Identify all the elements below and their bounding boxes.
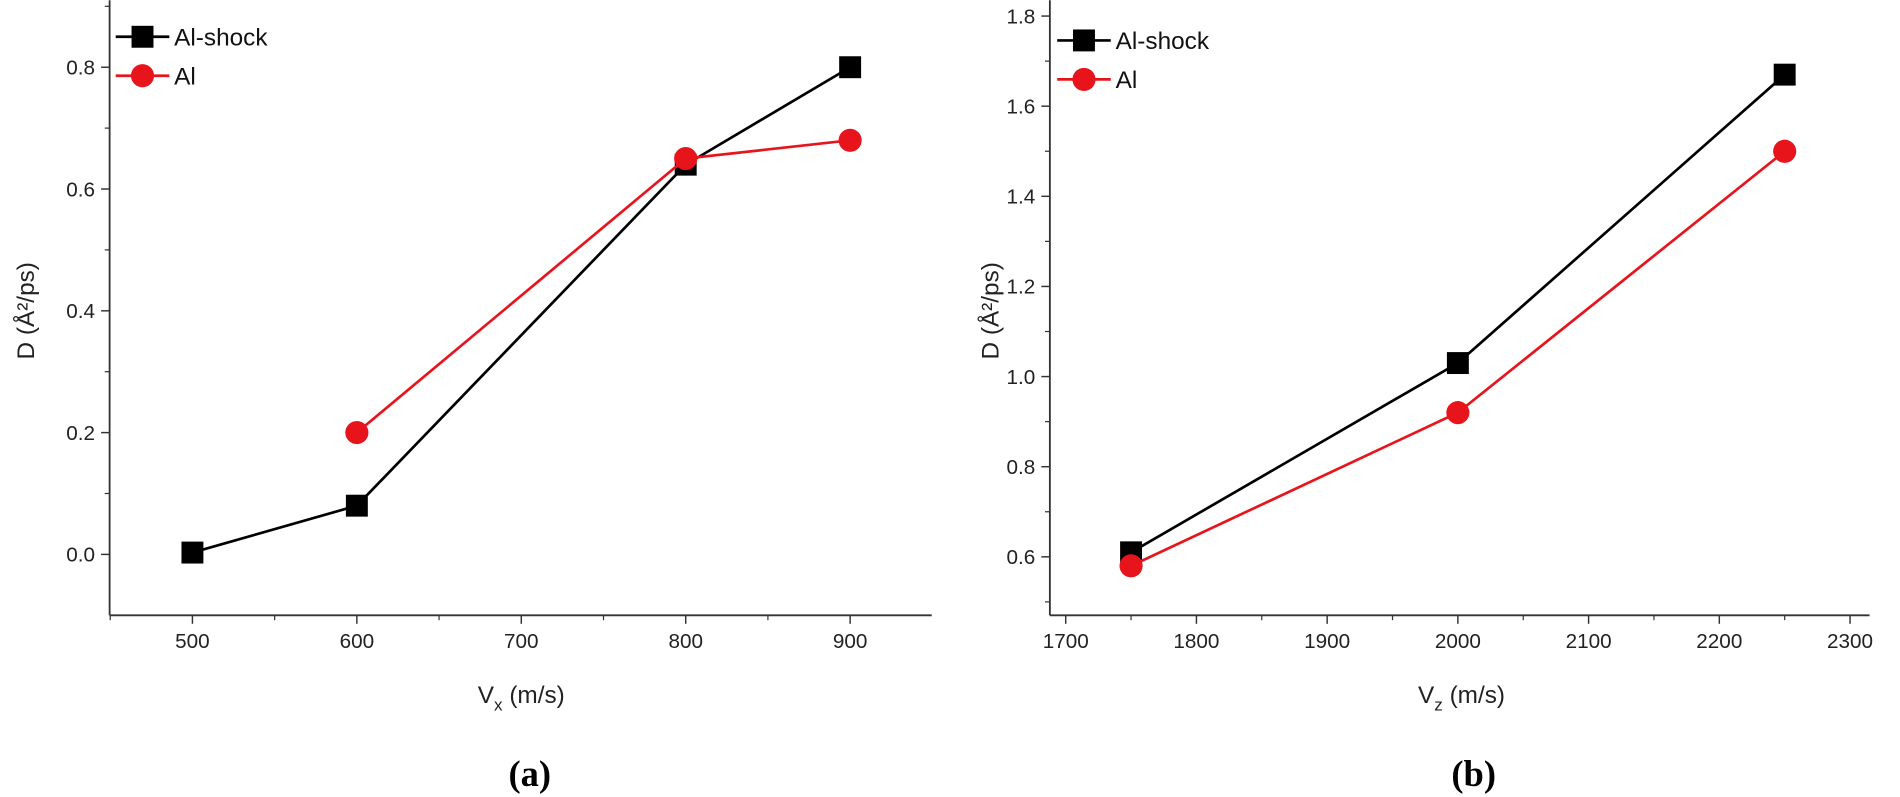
legend-marker-square bbox=[131, 25, 154, 48]
legend-marker-square bbox=[1073, 29, 1095, 52]
x-axis-label-main: V bbox=[1418, 682, 1435, 709]
legend-label: Al-shock bbox=[1116, 28, 1210, 55]
data-point-circle bbox=[674, 146, 698, 171]
y-tick-label: 1.0 bbox=[1006, 366, 1035, 389]
series-al bbox=[1119, 139, 1797, 578]
series-line bbox=[1130, 73, 1786, 554]
y-tick-label: 1.6 bbox=[1006, 96, 1035, 119]
data-point-square bbox=[1446, 352, 1469, 375]
y-tick-label: 0.4 bbox=[66, 300, 95, 323]
y-tick-label: 0.2 bbox=[66, 422, 95, 445]
data-point-circle bbox=[345, 421, 369, 445]
x-axis-label-main: V bbox=[478, 682, 495, 709]
x-tick-label: 2200 bbox=[1696, 630, 1742, 653]
series-line bbox=[192, 66, 851, 554]
x-axis-label-subscript: z bbox=[1434, 695, 1443, 714]
x-tick-label: 800 bbox=[668, 630, 703, 653]
y-tick-label: 0.0 bbox=[66, 544, 95, 567]
x-tick-label: 500 bbox=[175, 630, 210, 653]
x-axis-label: Vx (m/s) bbox=[478, 682, 565, 714]
legend-label: Al-shock bbox=[174, 24, 268, 51]
series-al bbox=[345, 128, 862, 445]
x-tick-label: 700 bbox=[504, 630, 539, 653]
data-point-square bbox=[1773, 63, 1796, 86]
data-point-square bbox=[181, 541, 204, 564]
chart-panel-b: 1700 1800 1900 2000 2100 2200 2300 0.6 0.8 1.0 1.2… bbox=[977, 0, 1873, 794]
y-tick-label: 0.8 bbox=[66, 57, 95, 80]
legend-label: Al bbox=[1116, 67, 1138, 94]
x-axis-label-unit: (m/s) bbox=[503, 682, 565, 709]
x-axis-label-unit: (m/s) bbox=[1443, 682, 1505, 709]
y-tick-label: 1.8 bbox=[1006, 5, 1035, 28]
x-tick-label: 2300 bbox=[1827, 630, 1873, 653]
legend-marker-circle bbox=[1072, 67, 1096, 91]
data-point-circle bbox=[1119, 554, 1143, 578]
legend-label: Al bbox=[174, 63, 196, 90]
chart-panel-a: 500 600 700 800 900 0.0 0.2 0.4 0.6 0.8 Vx (m/s) D … bbox=[12, 0, 932, 794]
panel-label: (b) bbox=[1451, 753, 1496, 794]
data-point-circle bbox=[1773, 139, 1797, 163]
x-tick-label: 2000 bbox=[1435, 630, 1481, 653]
series-al-shock bbox=[181, 56, 862, 564]
legend-marker-circle bbox=[130, 64, 155, 88]
x-tick-label: 600 bbox=[340, 630, 375, 653]
y-axis-label: D (Å²/ps) bbox=[977, 262, 1005, 359]
x-tick-label: 2100 bbox=[1566, 630, 1612, 653]
y-tick-label: 0.6 bbox=[1006, 546, 1035, 569]
x-tick-label: 1900 bbox=[1304, 630, 1350, 653]
y-tick-label: 0.8 bbox=[1006, 456, 1035, 479]
y-axis-label: D (Å²/ps) bbox=[12, 262, 40, 359]
series-line bbox=[356, 138, 851, 434]
data-point-circle bbox=[838, 128, 862, 152]
panel-label: (a) bbox=[509, 753, 552, 794]
data-point-square bbox=[839, 56, 862, 79]
x-tick-label: 900 bbox=[833, 630, 868, 653]
y-tick-label: 0.6 bbox=[66, 178, 95, 201]
y-tick-label: 1.2 bbox=[1006, 276, 1035, 299]
x-axis-label-subscript: x bbox=[494, 695, 503, 714]
x-axis-label: Vz (m/s) bbox=[1418, 682, 1505, 714]
series-al-shock bbox=[1120, 63, 1796, 564]
x-tick-label: 1800 bbox=[1173, 630, 1219, 653]
data-point-circle bbox=[1446, 401, 1470, 425]
data-point-square bbox=[345, 494, 368, 517]
x-tick-label: 1700 bbox=[1043, 630, 1089, 653]
y-tick-label: 1.4 bbox=[1006, 186, 1035, 209]
